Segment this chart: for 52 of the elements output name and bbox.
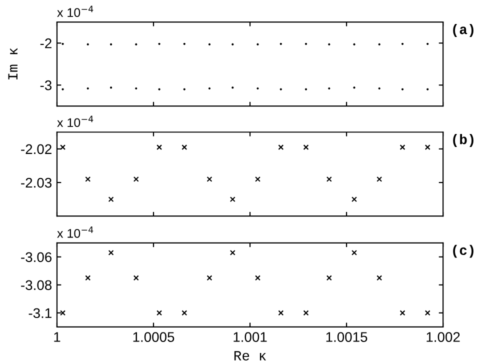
y-tick-label: -3 [40, 80, 52, 90]
point [400, 310, 406, 316]
point [424, 144, 430, 150]
text: (b) [453, 134, 474, 147]
point [108, 196, 114, 202]
y-tick-label: -3.1 [28, 308, 52, 318]
x-tick-label: 1.0005 [133, 332, 174, 342]
point [352, 196, 358, 202]
point [85, 176, 91, 182]
text: (a) [453, 24, 474, 37]
point [60, 144, 66, 150]
point [278, 144, 284, 150]
point [254, 275, 260, 281]
point [376, 176, 382, 182]
point [85, 275, 91, 281]
text: x 10$^{−4}$ [57, 116, 94, 128]
point [206, 176, 212, 182]
point [400, 144, 406, 150]
text: x 10$^{−4}$ [57, 226, 94, 238]
y-tick-label: -2.02 [21, 144, 52, 154]
point [278, 310, 284, 316]
point [133, 275, 139, 281]
point [326, 176, 332, 182]
point [326, 275, 332, 281]
point [303, 310, 309, 316]
y-tick-label: -3.06 [21, 252, 52, 262]
x-tick-label: 1.002 [426, 332, 460, 342]
text: x 10$^{−4}$ [57, 6, 94, 18]
y-tick-label: -2 [40, 38, 52, 48]
point [230, 250, 236, 256]
point [254, 176, 260, 182]
point [230, 196, 236, 202]
point [108, 250, 114, 256]
y-tick-label: -3.08 [21, 280, 52, 290]
point [156, 144, 162, 150]
point [182, 144, 188, 150]
point [206, 275, 212, 281]
point [352, 250, 358, 256]
x-tick-label: 1 [54, 332, 60, 342]
x-tick-label: 1.0015 [326, 332, 368, 342]
y-axis-title: Im κ [8, 48, 18, 80]
x-tick-label: 1.001 [234, 332, 267, 342]
text: (c) [453, 244, 474, 258]
point [60, 310, 66, 316]
point [376, 275, 382, 281]
x-axis-title: Re κ [234, 351, 266, 360]
point [303, 144, 309, 150]
point [133, 176, 139, 182]
y-tick-label: -2.03 [21, 178, 52, 188]
point [156, 310, 162, 316]
point [424, 310, 430, 316]
point [182, 310, 188, 316]
